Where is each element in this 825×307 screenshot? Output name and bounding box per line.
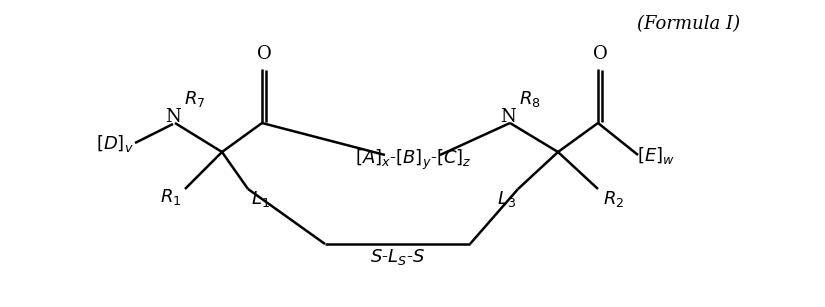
Text: $R_1$: $R_1$ — [160, 187, 182, 207]
Text: N: N — [165, 108, 181, 126]
Text: $R_8$: $R_8$ — [519, 89, 541, 109]
Text: $[D]_v$: $[D]_v$ — [97, 134, 134, 154]
Text: O: O — [592, 45, 607, 63]
Text: $L_1$: $L_1$ — [251, 189, 270, 209]
Text: (Formula I): (Formula I) — [637, 15, 740, 33]
Text: $[A]_x$-$[B]_y$-$[C]_z$: $[A]_x$-$[B]_y$-$[C]_z$ — [355, 148, 471, 172]
Text: $R_2$: $R_2$ — [603, 189, 625, 209]
Text: N: N — [500, 108, 516, 126]
Text: $L_3$: $L_3$ — [497, 189, 516, 209]
Text: O: O — [257, 45, 271, 63]
Text: $S$-$L_S$-$S$: $S$-$L_S$-$S$ — [370, 247, 425, 267]
Text: $R_7$: $R_7$ — [184, 89, 205, 109]
Text: $[E]_w$: $[E]_w$ — [637, 145, 675, 165]
